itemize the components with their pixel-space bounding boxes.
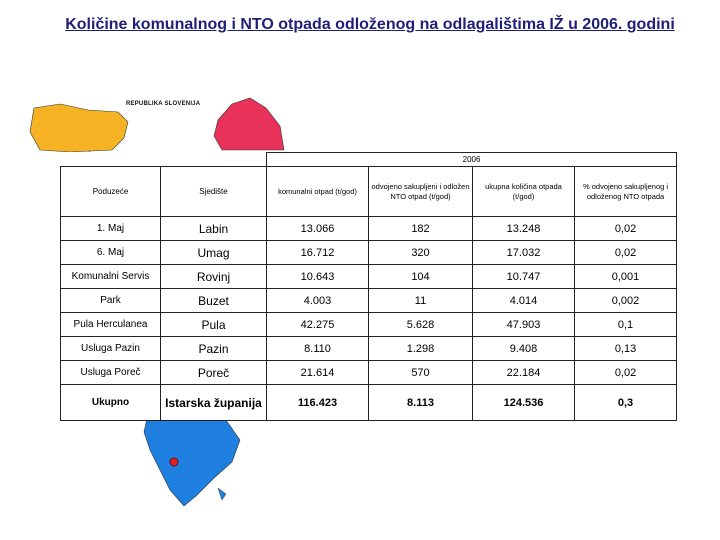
cell-municipal: 13.066 [266, 216, 369, 241]
table-header-year-row: 2006 [60, 152, 678, 167]
cell-percent: 0,02 [573, 216, 678, 241]
cell-separated: 11 [368, 288, 473, 313]
cell-separated: 1.298 [368, 336, 473, 361]
location-marker-icon [169, 457, 179, 467]
header-total: ukupna količina otpada (t/god) [472, 166, 575, 217]
cell-percent: 0,1 [573, 312, 678, 337]
cell-municipal: 8.110 [266, 336, 369, 361]
cell-separated: 104 [368, 264, 473, 289]
map-region-red [213, 97, 285, 151]
table-row: Usluga Poreč Poreč 21.614 570 22.184 0,0… [60, 360, 678, 385]
cell-seat: Rovinj [160, 264, 267, 289]
cell-percent: 0,001 [573, 264, 678, 289]
header-seat: Sjedište [160, 166, 267, 217]
cell-total: 10.747 [472, 264, 575, 289]
summary-company: Ukupno [60, 384, 161, 421]
summary-seat: Istarska županija [160, 384, 267, 421]
cell-company: 6. Maj [60, 240, 161, 265]
cell-company: Pula Herculanea [60, 312, 161, 337]
cell-seat: Poreč [160, 360, 267, 385]
cell-company: 1. Maj [60, 216, 161, 241]
cell-company: Komunalni Servis [60, 264, 161, 289]
summary-total: 124.536 [472, 384, 575, 421]
table-row: Pula Herculanea Pula 42.275 5.628 47.903… [60, 312, 678, 337]
cell-percent: 0,02 [573, 240, 678, 265]
cell-separated: 570 [368, 360, 473, 385]
table-row: Usluga Pazin Pazin 8.110 1.298 9.408 0,1… [60, 336, 678, 361]
cell-total: 9.408 [472, 336, 575, 361]
cell-seat: Pula [160, 312, 267, 337]
header-municipal: komunalni otpad (t/god) [266, 166, 369, 217]
table-header-row: Poduzeće Sjedište komunalni otpad (t/god… [60, 166, 678, 217]
cell-percent: 0,02 [573, 360, 678, 385]
map-island [217, 487, 227, 501]
cell-separated: 182 [368, 216, 473, 241]
table-summary-row: Ukupno Istarska županija 116.423 8.113 1… [60, 384, 678, 421]
cell-municipal: 4.003 [266, 288, 369, 313]
cell-total: 17.032 [472, 240, 575, 265]
map-region-orange [29, 103, 129, 153]
header-separated: odvojeno sakupljeni i odložen NTO otpad … [368, 166, 473, 217]
header-percent: % odvojeno sakupljenog i odloženog NTO o… [573, 166, 678, 217]
table-corner [60, 152, 267, 167]
cell-municipal: 10.643 [266, 264, 369, 289]
summary-percent: 0,3 [573, 384, 678, 421]
cell-total: 47.903 [472, 312, 575, 337]
cell-separated: 320 [368, 240, 473, 265]
summary-municipal: 116.423 [266, 384, 369, 421]
cell-municipal: 16.712 [266, 240, 369, 265]
table-row: 6. Maj Umag 16.712 320 17.032 0,02 [60, 240, 678, 265]
header-company: Poduzeće [60, 166, 161, 217]
cell-total: 13.248 [472, 216, 575, 241]
table-row: Komunalni Servis Rovinj 10.643 104 10.74… [60, 264, 678, 289]
cell-seat: Umag [160, 240, 267, 265]
cell-company: Park [60, 288, 161, 313]
summary-separated: 8.113 [368, 384, 473, 421]
cell-company: Usluga Pazin [60, 336, 161, 361]
cell-seat: Labin [160, 216, 267, 241]
cell-company: Usluga Poreč [60, 360, 161, 385]
cell-percent: 0,13 [573, 336, 678, 361]
cell-separated: 5.628 [368, 312, 473, 337]
waste-table: 2006 Poduzeće Sjedište komunalni otpad (… [60, 152, 678, 421]
cell-municipal: 42.275 [266, 312, 369, 337]
cell-total: 4.014 [472, 288, 575, 313]
map-region-blue [143, 413, 241, 507]
cell-municipal: 21.614 [266, 360, 369, 385]
country-label: REPUBLIKA SLOVENIJA [126, 101, 201, 107]
cell-total: 22.184 [472, 360, 575, 385]
cell-seat: Buzet [160, 288, 267, 313]
page-title: Količine komunalnog i NTO otpada odložen… [65, 16, 675, 33]
table-year-header: 2006 [265, 152, 678, 167]
table-row: Park Buzet 4.003 11 4.014 0,002 [60, 288, 678, 313]
table-row: 1. Maj Labin 13.066 182 13.248 0,02 [60, 216, 678, 241]
cell-percent: 0,002 [573, 288, 678, 313]
cell-seat: Pazin [160, 336, 267, 361]
